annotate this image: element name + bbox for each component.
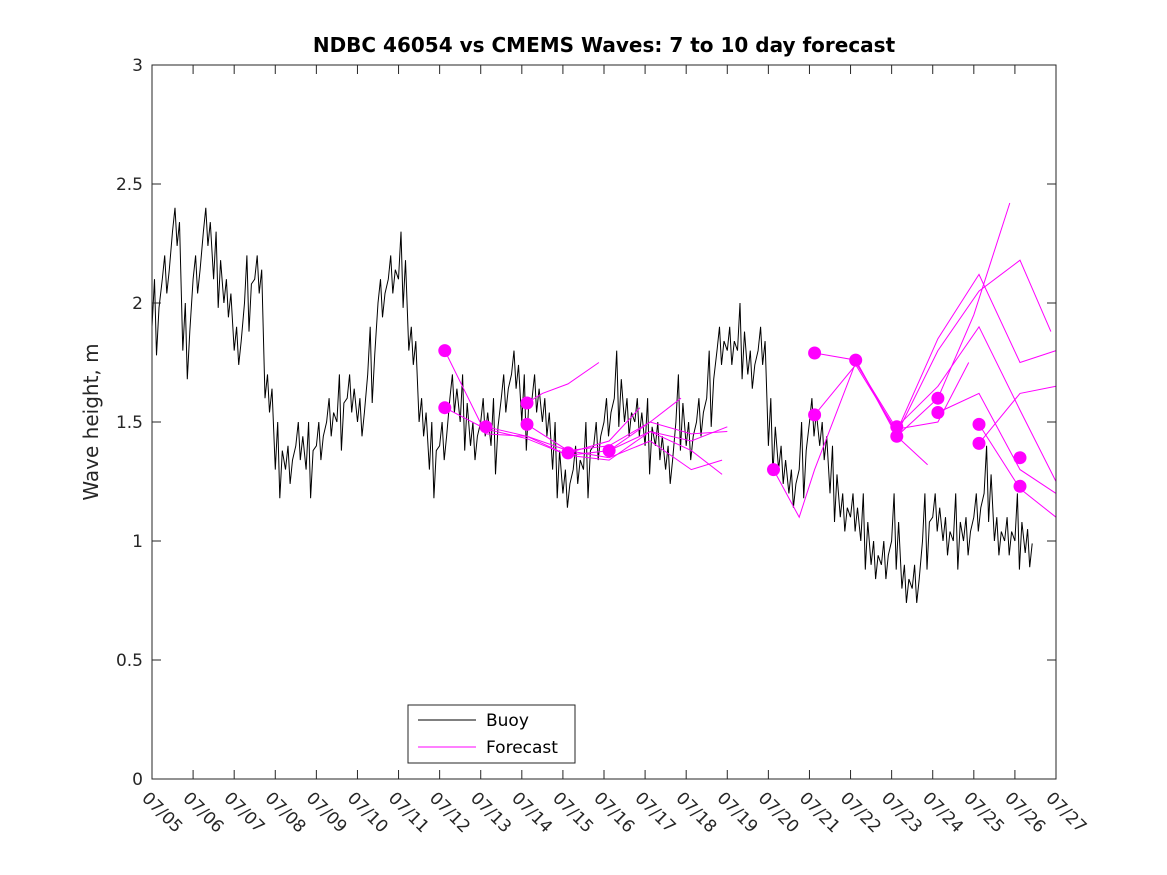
legend: Buoy Forecast [407, 704, 576, 764]
forecast-marker [890, 420, 904, 434]
forecast-marker [808, 346, 822, 360]
forecast-line [526, 362, 600, 404]
y-tick-label: 1.5 [116, 413, 143, 433]
forecast-marker [1013, 479, 1027, 493]
forecast-line [896, 325, 1057, 482]
y-tick-label: 0 [132, 770, 143, 790]
marker-layer [438, 344, 1027, 493]
forecast-line [896, 435, 928, 466]
forecast-line [608, 397, 682, 452]
forecast-marker [438, 401, 452, 415]
forecast-line [444, 350, 728, 452]
forecast-line [444, 407, 728, 461]
forecast-marker [972, 417, 986, 431]
forecast-marker [849, 353, 863, 367]
y-tick-label: 0.5 [116, 651, 143, 671]
y-axis-label: Wave height, m [79, 343, 103, 500]
forecast-line [937, 392, 1057, 494]
legend-forecast-label: Forecast [486, 738, 558, 758]
forecast-marker [808, 408, 822, 422]
forecast-marker [602, 444, 616, 458]
legend-box [407, 704, 576, 764]
forecast-marker [767, 463, 780, 477]
legend-buoy-label: Buoy [486, 711, 529, 731]
forecast-line [567, 407, 641, 454]
forecast-marker [890, 429, 904, 443]
forecast-marker [931, 406, 945, 419]
forecast-line [978, 385, 1057, 444]
forecast-marker [479, 420, 493, 434]
forecast-marker [520, 417, 534, 431]
y-tick-label: 1 [132, 532, 143, 552]
forecast-marker [520, 396, 534, 410]
forecast-marker [438, 344, 452, 358]
forecast-marker [561, 446, 575, 460]
chart-title: NDBC 46054 vs CMEMS Waves: 7 to 10 day f… [313, 33, 896, 57]
y-tick-label: 2.5 [116, 175, 143, 195]
forecast-line [526, 423, 723, 471]
y-tick-label: 3 [132, 56, 143, 76]
forecast-marker [931, 391, 945, 405]
y-tick-label: 2 [132, 294, 143, 314]
forecast-marker [972, 436, 986, 450]
forecast-marker [1013, 451, 1027, 465]
